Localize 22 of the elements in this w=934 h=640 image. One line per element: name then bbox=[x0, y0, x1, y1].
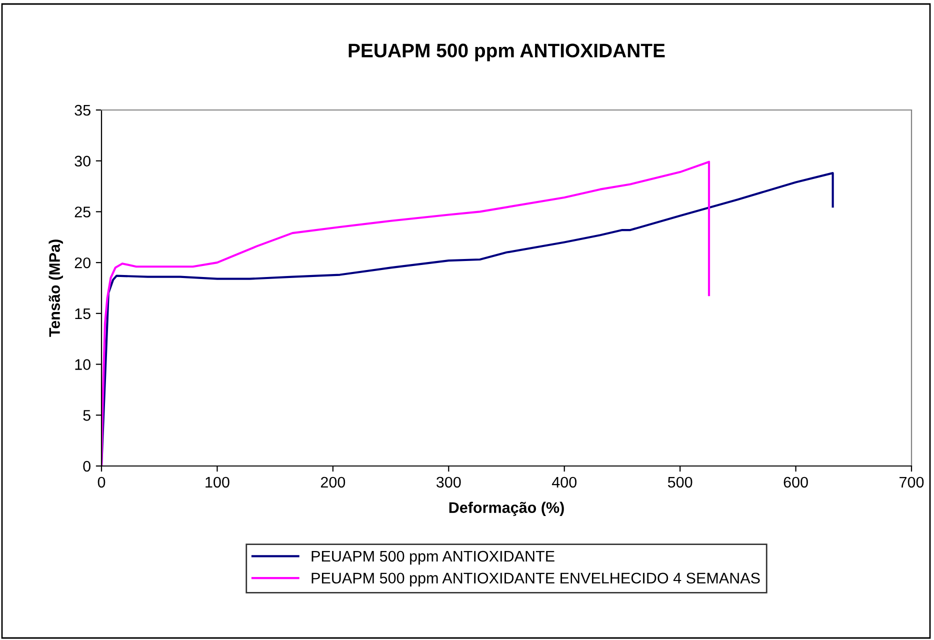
y-tick-label: 15 bbox=[75, 308, 90, 320]
y-tick-label: 35 bbox=[74, 104, 90, 116]
x-tick-label: 0 bbox=[98, 476, 106, 488]
x-tick-label: 300 bbox=[436, 476, 461, 488]
legend-label: PEUAPM 500 ppm ANTIOXIDANTE ENVELHECIDO 4 SEMANAS bbox=[312, 572, 760, 587]
x-tick-label: 100 bbox=[206, 476, 230, 488]
line-series bbox=[102, 160, 710, 466]
y-tick-label: 20 bbox=[74, 257, 90, 268]
x-tick-label: 600 bbox=[784, 476, 808, 488]
legend-label: PEUAPM 500 ppm ANTIOXIDANTE bbox=[312, 550, 554, 565]
y-axis-title: Tensão (MPa) bbox=[48, 240, 63, 337]
y-tick-label: 10 bbox=[75, 359, 90, 370]
y-tick-label: 0 bbox=[83, 460, 90, 472]
y-tick-label: 25 bbox=[74, 206, 90, 218]
x-tick-label: 400 bbox=[552, 476, 577, 488]
y-tick-label: 30 bbox=[74, 156, 90, 167]
x-tick-label: 200 bbox=[320, 476, 346, 488]
x-tick-label: 500 bbox=[668, 476, 692, 488]
chart-title: PEUAPM 500 ppm ANTIOXIDANTE bbox=[348, 44, 665, 62]
y-tick-label: 5 bbox=[83, 410, 90, 421]
x-axis-title: Deformação (%) bbox=[449, 502, 564, 516]
x-tick-label: 700 bbox=[900, 476, 924, 488]
